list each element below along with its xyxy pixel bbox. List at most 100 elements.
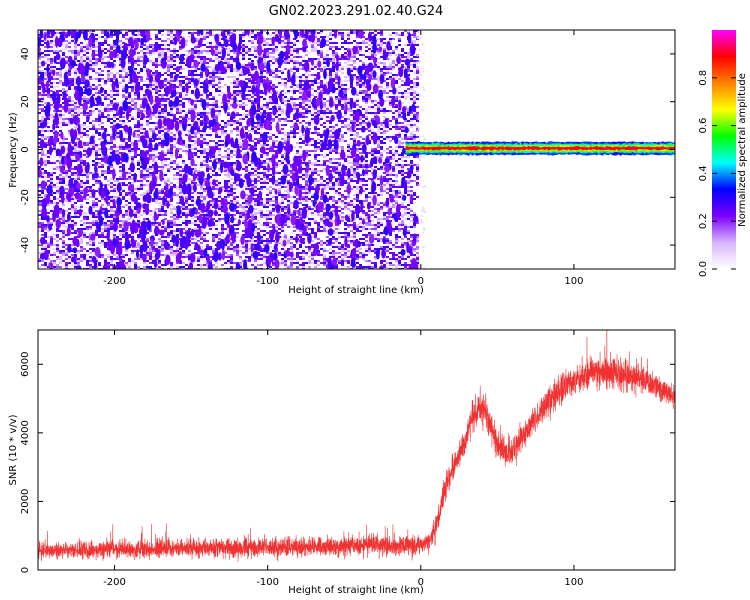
spectrogram-cell (173, 80, 176, 82)
spectrogram-cell (158, 166, 161, 168)
spectrogram-cell (77, 110, 80, 112)
spectrogram-cell (224, 228, 227, 230)
spectrogram-cell (62, 254, 65, 256)
spectrogram-cell (41, 154, 44, 156)
spectrogram-cell (86, 98, 89, 100)
spectrogram-cell (92, 224, 95, 226)
spectrogram-cell (131, 98, 134, 100)
spectrogram-cell (137, 148, 140, 150)
spectrogram-cell (98, 242, 101, 244)
spectrogram-cell (245, 78, 248, 80)
spectrogram-cell (41, 176, 44, 178)
spectrogram-cell (167, 98, 170, 100)
spectrogram-cell (158, 54, 161, 56)
spectrogram-cell (149, 122, 152, 124)
spectrogram-cell (182, 96, 185, 98)
spectrogram-cell (254, 50, 257, 52)
spectrogram-cell (83, 62, 86, 64)
spectrogram-cell (95, 230, 98, 232)
spectrogram-cell (119, 224, 122, 226)
spectrogram-cell (59, 146, 62, 148)
spectrogram-cell (137, 222, 140, 224)
spectrogram-cell (200, 62, 203, 64)
spectrogram-cell (134, 126, 137, 128)
spectrogram-cell (56, 186, 59, 188)
spectrogram-cell (113, 192, 116, 194)
spectrogram-cell (158, 32, 161, 34)
spectrogram-cell (212, 140, 215, 142)
spectrogram-cell (194, 142, 197, 144)
spectrogram-cell (191, 124, 194, 126)
spectrogram-cell (167, 34, 170, 36)
spectrogram-cell (128, 230, 131, 232)
spectrogram-cell (107, 44, 110, 46)
spectrogram-cell (119, 52, 122, 54)
spectrogram-cell (134, 170, 137, 172)
spectrogram-cell (161, 98, 164, 100)
spectrogram-cell (248, 58, 251, 60)
spectrogram-cell (245, 198, 248, 200)
spectrogram-cell (41, 260, 44, 262)
spectrogram-cell (65, 258, 68, 260)
spectrogram-cell (137, 116, 140, 118)
spectrogram-cell (173, 34, 176, 36)
spectrogram-cell (194, 146, 197, 148)
spectrogram-cell (191, 198, 194, 200)
spectrogram-cell (128, 74, 131, 76)
spectrogram-cell (251, 254, 254, 256)
spectrogram-cell (173, 136, 176, 138)
spectrogram-cell (197, 258, 200, 260)
spectrogram-cell (170, 116, 173, 118)
spectrogram-cell (116, 242, 119, 244)
spectrogram-cell (206, 214, 209, 216)
spectrogram-cell (143, 266, 146, 268)
spectrogram-cell (251, 252, 254, 254)
spectrogram-cell (218, 88, 221, 90)
spectrogram-cell (194, 224, 197, 226)
spectrogram-cell (200, 60, 203, 62)
spectrogram-cell (74, 146, 77, 148)
spectrogram-cell (260, 132, 263, 134)
spectrogram-cell (44, 46, 47, 48)
spectrogram-cell (62, 226, 65, 228)
spectrogram-cell (176, 50, 179, 52)
spectrogram-cell (161, 126, 164, 128)
spectrogram-cell (38, 226, 41, 228)
spectrogram-cell (230, 82, 233, 84)
spectrogram-cell (176, 54, 179, 56)
spectrogram-cell (254, 262, 257, 264)
spectrogram-cell (86, 134, 89, 136)
spectrogram-cell (134, 68, 137, 70)
spectrogram-cell (98, 262, 101, 264)
spectrogram-cell (230, 120, 233, 122)
spectrogram-cell (245, 166, 248, 168)
spectrogram-cell (236, 146, 239, 148)
spectrogram-cell (128, 182, 131, 184)
spectrogram-cell (173, 192, 176, 194)
spectrogram-cell (170, 160, 173, 162)
spectrogram-cell (242, 126, 245, 128)
spectrogram-cell (149, 248, 152, 250)
spectrogram-cell (77, 50, 80, 52)
spectrogram-cell (116, 92, 119, 94)
spectrogram-cell (137, 64, 140, 66)
spectrogram-cell (83, 228, 86, 230)
spectrogram-cell (44, 172, 47, 174)
spectrogram-cell (68, 42, 71, 44)
spectrogram-cell (158, 106, 161, 108)
spectrogram-cell (200, 82, 203, 84)
spectrogram-cell (56, 246, 59, 248)
spectrogram-cell (59, 212, 62, 214)
spectrogram-cell (263, 30, 266, 32)
spectrogram-cell (209, 116, 212, 118)
spectrogram-cell (74, 160, 77, 162)
spectrogram-cell (200, 256, 203, 258)
spectrogram-cell (107, 266, 110, 268)
spectrogram-cell (248, 40, 251, 42)
spectrogram-cell (89, 234, 92, 236)
spectrogram-cell (167, 200, 170, 202)
spectrogram-cell (200, 58, 203, 60)
spectrogram-cell (230, 152, 233, 154)
spectrogram-cell (239, 210, 242, 212)
spectrogram-cell (62, 122, 65, 124)
